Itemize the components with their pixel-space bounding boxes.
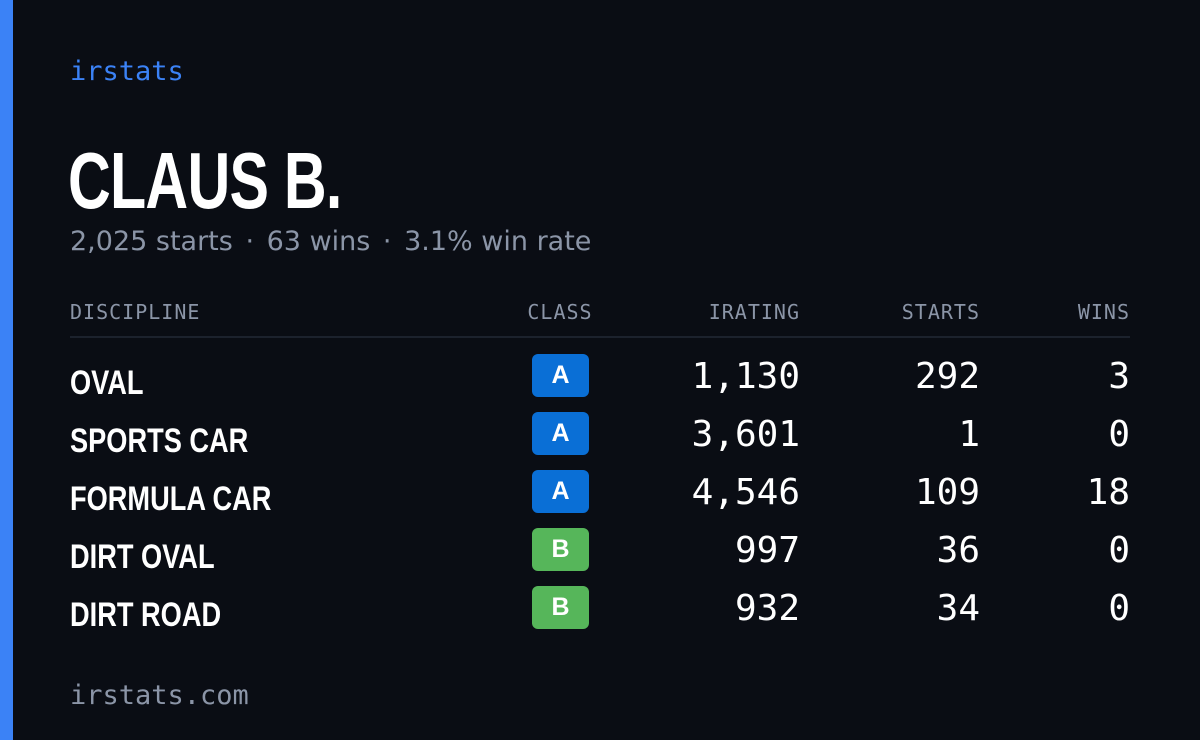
table-row: OVAL A 1,130 292 3 [70, 354, 1130, 412]
class-badge: A [532, 470, 589, 513]
header-discipline: DISCIPLINE [70, 300, 201, 324]
summary-starts: 2,025 starts [70, 226, 233, 257]
irating-value: 4,546 [691, 472, 800, 513]
class-badge: A [532, 354, 589, 397]
accent-bar [0, 0, 13, 740]
discipline-name: OVAL [70, 364, 144, 402]
header-class: CLASS [527, 300, 593, 324]
summary-separator: · [382, 226, 392, 257]
discipline-name: DIRT OVAL [70, 538, 215, 576]
brand-logo: irstats [70, 56, 184, 87]
starts-value: 1 [958, 414, 980, 455]
table-row: FORMULA CAR A 4,546 109 18 [70, 470, 1130, 528]
discipline-name: FORMULA CAR [70, 480, 272, 518]
irating-value: 932 [734, 588, 800, 629]
table-header: DISCIPLINE CLASS IRATING STARTS WINS [70, 298, 1130, 338]
class-badge: B [532, 586, 589, 629]
wins-value: 0 [1108, 588, 1130, 629]
table-row: SPORTS CAR A 3,601 1 0 [70, 412, 1130, 470]
summary-line: 2,025 starts · 63 wins · 3.1% win rate [70, 226, 591, 257]
starts-value: 109 [914, 472, 980, 513]
table-row: DIRT OVAL B 997 36 0 [70, 528, 1130, 586]
summary-separator: · [245, 226, 255, 257]
class-badge: B [532, 528, 589, 571]
starts-value: 34 [936, 588, 980, 629]
header-wins: WINS [1077, 300, 1130, 324]
discipline-name: DIRT ROAD [70, 596, 222, 634]
wins-value: 3 [1108, 356, 1130, 397]
driver-name: CLAUS B. [68, 136, 342, 225]
irating-value: 1,130 [691, 356, 800, 397]
wins-value: 0 [1108, 414, 1130, 455]
starts-value: 292 [914, 356, 980, 397]
wins-value: 0 [1108, 530, 1130, 571]
class-badge: A [532, 412, 589, 455]
irating-value: 3,601 [691, 414, 800, 455]
table-row: DIRT ROAD B 932 34 0 [70, 586, 1130, 644]
footer-url: irstats.com [70, 680, 249, 711]
discipline-name: SPORTS CAR [70, 422, 249, 460]
wins-value: 18 [1086, 472, 1130, 513]
summary-wins: 63 wins [266, 226, 371, 257]
starts-value: 36 [936, 530, 980, 571]
header-starts: STARTS [901, 300, 980, 324]
header-irating: IRATING [708, 300, 800, 324]
summary-win-rate: 3.1% win rate [404, 226, 592, 257]
irating-value: 997 [734, 530, 800, 571]
